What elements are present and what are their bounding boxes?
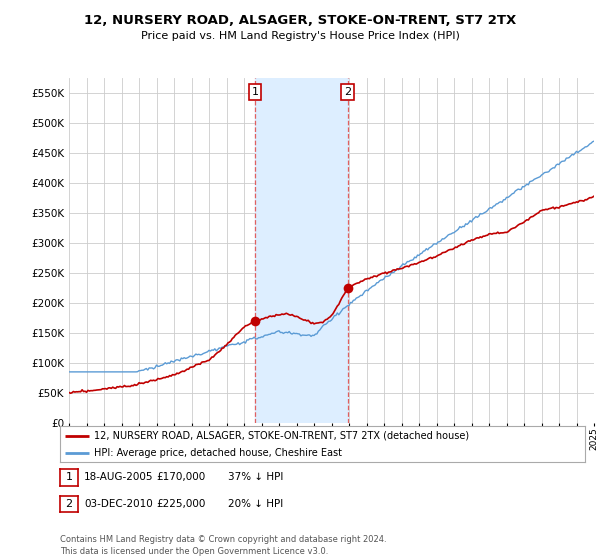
Text: 1: 1 [251, 87, 259, 97]
Text: 37% ↓ HPI: 37% ↓ HPI [228, 472, 283, 482]
Text: 20% ↓ HPI: 20% ↓ HPI [228, 499, 283, 509]
Text: Contains HM Land Registry data © Crown copyright and database right 2024.
This d: Contains HM Land Registry data © Crown c… [60, 535, 386, 556]
Text: 03-DEC-2010: 03-DEC-2010 [84, 499, 153, 509]
Text: 12, NURSERY ROAD, ALSAGER, STOKE-ON-TRENT, ST7 2TX (detached house): 12, NURSERY ROAD, ALSAGER, STOKE-ON-TREN… [94, 431, 469, 441]
Text: Price paid vs. HM Land Registry's House Price Index (HPI): Price paid vs. HM Land Registry's House … [140, 31, 460, 41]
Bar [255, 78, 347, 423]
Text: 12, NURSERY ROAD, ALSAGER, STOKE-ON-TRENT, ST7 2TX: 12, NURSERY ROAD, ALSAGER, STOKE-ON-TREN… [84, 14, 516, 27]
Text: 2: 2 [344, 87, 351, 97]
Text: 2: 2 [65, 499, 73, 509]
Text: £170,000: £170,000 [156, 472, 205, 482]
Text: £225,000: £225,000 [156, 499, 205, 509]
Text: 1: 1 [65, 472, 73, 482]
Text: 18-AUG-2005: 18-AUG-2005 [84, 472, 154, 482]
Text: HPI: Average price, detached house, Cheshire East: HPI: Average price, detached house, Ches… [94, 448, 342, 458]
